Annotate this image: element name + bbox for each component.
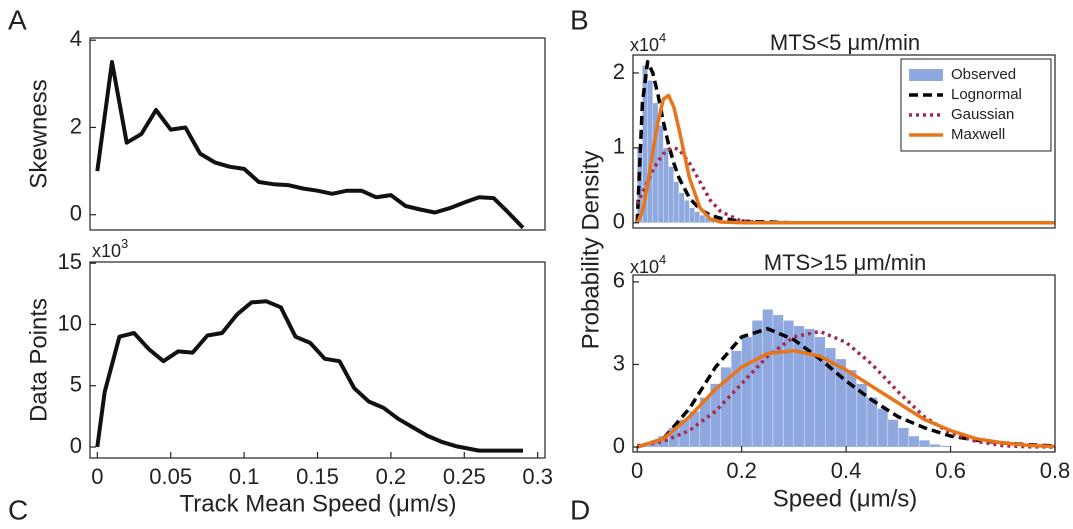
panel-letter: D — [570, 494, 590, 525]
panel-letter: C — [8, 494, 28, 525]
y-tick-label: 2 — [613, 59, 625, 84]
x-axis-label: Speed (μm/s) — [773, 485, 918, 512]
histogram-bar — [684, 200, 690, 223]
histogram-bar — [866, 397, 878, 448]
data-line — [635, 59, 1055, 225]
histogram-bar — [694, 211, 701, 223]
y-tick-label: 6 — [613, 268, 625, 293]
axes-frame — [89, 37, 546, 231]
multiplier-base: x10 — [92, 241, 121, 261]
data-line — [636, 326, 1055, 449]
y-tick-label: 5 — [70, 372, 82, 397]
x-tick-label: 0 — [631, 458, 643, 483]
multiplier-base: x10 — [630, 257, 659, 277]
histogram-bar — [919, 440, 930, 448]
histogram-bar — [668, 166, 674, 223]
data-line — [635, 93, 1055, 225]
y-axis-label: Data Points — [25, 298, 52, 422]
histogram-bar — [741, 336, 753, 448]
legend-label: Observed — [951, 66, 1016, 83]
axes-frame — [632, 274, 1056, 453]
y-tick-label: 0 — [613, 209, 625, 234]
y-tick-label: 0 — [70, 201, 82, 226]
histogram-bar — [939, 445, 951, 448]
histogram-bar — [689, 207, 695, 223]
y-tick-label: 15 — [58, 249, 82, 274]
multiplier-exponent: 3 — [121, 236, 128, 251]
x-tick-label: 0.6 — [935, 458, 966, 483]
histogram-bar — [877, 408, 889, 448]
y-tick-label: 0 — [613, 433, 625, 458]
histogram-bar — [887, 419, 899, 448]
histogram-bar — [898, 427, 909, 448]
x-tick-label: 0.8 — [1040, 458, 1071, 483]
axis-multiplier: x103 — [92, 236, 128, 260]
histogram-bar — [699, 215, 706, 223]
y-tick-label: 10 — [58, 310, 82, 335]
histogram-bar — [751, 320, 763, 448]
axis-multiplier: x104 — [630, 252, 666, 276]
chart-title: MTS<5 μm/min — [770, 30, 920, 55]
x-axis-label: Track Mean Speed (μm/s) — [179, 490, 456, 517]
y-axis-label: Skewness — [25, 79, 52, 188]
legend-label: Gaussian — [951, 106, 1014, 123]
axes-frame — [632, 54, 1056, 229]
histogram-bar — [657, 125, 664, 223]
histogram-bar — [908, 435, 920, 448]
histogram-bar — [731, 350, 742, 448]
chart-title: MTS>15 μm/min — [764, 250, 926, 275]
y-tick-label: 1 — [613, 134, 625, 159]
plot-area — [635, 59, 1055, 225]
x-tick-label: 0.3 — [522, 464, 553, 489]
y-tick-label: 4 — [70, 26, 82, 51]
legend-label: Maxwell — [951, 126, 1005, 143]
histogram-bar — [929, 444, 941, 448]
x-tick-label: 0.2 — [726, 458, 757, 483]
data-line — [636, 348, 1055, 449]
y-tick-label: 2 — [70, 113, 82, 138]
y-axis-label: Probability Density — [577, 151, 604, 350]
data-line — [95, 60, 525, 230]
histogram-bar — [673, 181, 680, 223]
panel-letter: B — [570, 4, 589, 35]
axis-multiplier: x104 — [630, 30, 666, 54]
x-tick-label: 0.25 — [443, 464, 486, 489]
data-line — [95, 299, 523, 453]
histogram-bar — [814, 336, 826, 448]
plot-area — [95, 299, 523, 453]
x-tick-label: 0.15 — [296, 464, 339, 489]
histogram-bar — [663, 147, 669, 223]
panel-letter: A — [8, 4, 27, 35]
legend-swatch — [909, 69, 943, 81]
plot-area — [95, 60, 525, 230]
x-tick-label: 0.4 — [831, 458, 862, 483]
x-tick-label: 0.05 — [149, 464, 192, 489]
y-tick-label: 3 — [613, 350, 625, 375]
plot-area — [636, 309, 1055, 449]
axes-frame — [89, 261, 546, 459]
multiplier-exponent: 4 — [659, 30, 666, 45]
legend-label: Lognormal — [951, 86, 1022, 103]
x-tick-label: 0.1 — [229, 464, 260, 489]
multiplier-exponent: 4 — [659, 252, 666, 267]
y-tick-label: 0 — [70, 433, 82, 458]
multiplier-base: x10 — [630, 35, 659, 55]
x-tick-label: 0.2 — [376, 464, 407, 489]
histogram-bar — [678, 192, 685, 223]
x-tick-label: 0 — [91, 464, 103, 489]
